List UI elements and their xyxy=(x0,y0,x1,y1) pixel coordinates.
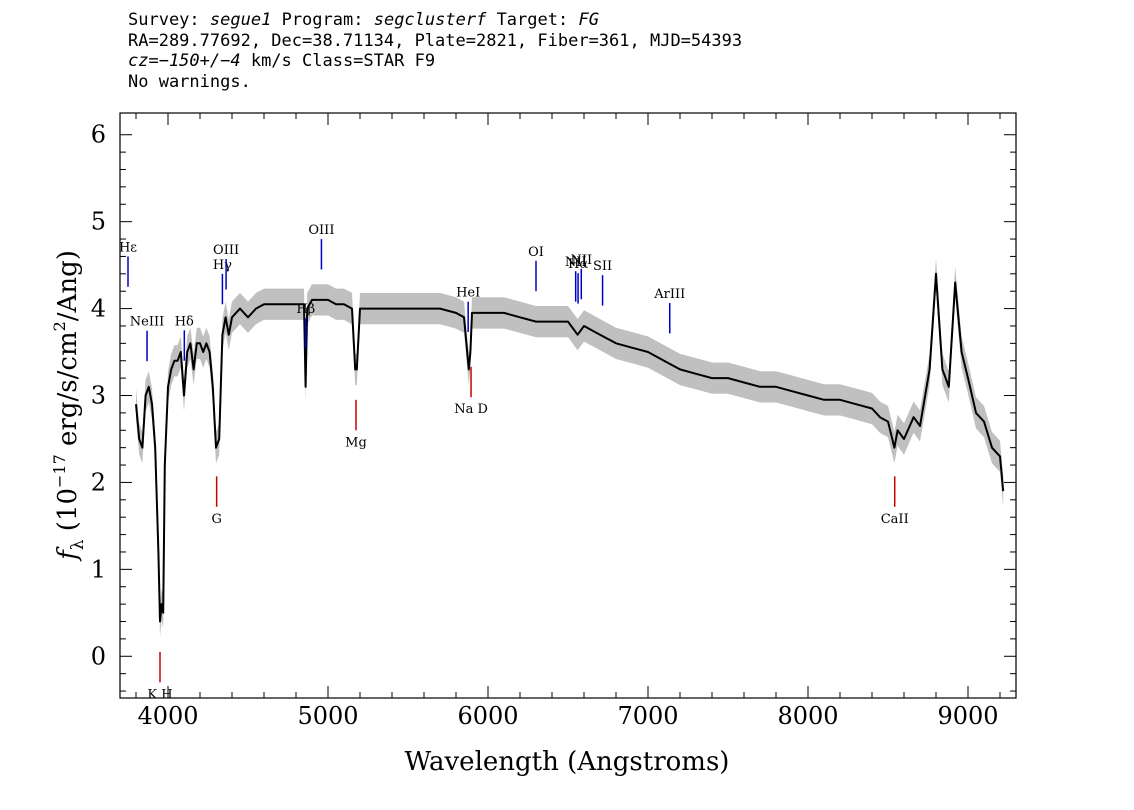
x-tick-label: 7000 xyxy=(617,702,678,730)
emission-line-label: SII xyxy=(593,259,612,274)
spectrum-header: Survey: segue1 Program: segclusterf Targ… xyxy=(128,10,742,92)
x-tick-label: 6000 xyxy=(457,702,518,730)
y-tick-label: 0 xyxy=(91,642,106,670)
header-line-1: Survey: segue1 Program: segclusterf Targ… xyxy=(128,10,599,30)
x-axis-title: Wavelength (Angstroms) xyxy=(405,747,730,777)
axis-ticks: 4000 5000 6000 7000 8000 9000 0 1 2 3 4 5 6 xyxy=(91,113,1016,730)
x-tick-label: 8000 xyxy=(777,702,838,730)
header-line-2: RA=289.77692, Dec=38.71134, Plate=2821, … xyxy=(128,30,743,51)
x-tick-label: 5000 xyxy=(297,702,358,730)
y-tick-label: 3 xyxy=(91,382,106,410)
emission-line-label: NII xyxy=(565,255,587,270)
x-tick-label: 4000 xyxy=(137,702,198,730)
absorption-line-label: Na D xyxy=(454,402,488,417)
plot-frame xyxy=(119,112,1017,699)
absorption-line-label: K H xyxy=(147,687,172,702)
error-band-layer xyxy=(136,258,1004,638)
target-value: FG xyxy=(578,10,599,30)
redshift-value: cz=−150+/−4 xyxy=(128,51,241,71)
emission-line-label: OIII xyxy=(308,223,334,238)
y-tick-label: 6 xyxy=(91,121,106,149)
emission-line-label: Hα xyxy=(568,257,588,272)
absorption-line-label: G xyxy=(211,512,221,527)
emission-line-label: Hε xyxy=(119,240,137,255)
emission-line-label: OI xyxy=(528,245,544,260)
survey-value: segue1 xyxy=(209,10,272,30)
absorption-line-label: CaII xyxy=(881,512,909,527)
emission-line-label: HeI xyxy=(456,286,480,301)
emission-line-label: Hγ xyxy=(213,258,232,273)
emission-line-label: Hβ xyxy=(296,302,315,317)
flux-line xyxy=(135,272,1005,623)
header-line-3: cz=−150+/−4 km/s Class=STAR F9 xyxy=(128,51,436,71)
flux-layer xyxy=(135,272,1005,623)
emission-line-label: Hδ xyxy=(175,314,194,329)
y-tick-label: 2 xyxy=(91,468,106,496)
x-tick-label: 9000 xyxy=(937,702,998,730)
absorption-line-label: Mg xyxy=(345,435,367,450)
y-axis-title: fλ (10−17 erg/s/cm2/Ang) xyxy=(50,250,88,562)
emission-line-label: OIII xyxy=(213,243,239,258)
emission-line-label: NII xyxy=(570,253,592,268)
y-tick-label: 1 xyxy=(91,555,106,583)
emission-line-label: NeIII xyxy=(130,315,164,330)
y-tick-label: 5 xyxy=(91,208,106,236)
program-value: segclusterf xyxy=(373,10,487,30)
y-tick-label: 4 xyxy=(91,295,106,323)
header-line-4: No warnings. xyxy=(128,71,251,92)
emission-line-label: ArIII xyxy=(653,287,685,302)
flux-error-band xyxy=(136,258,1004,638)
